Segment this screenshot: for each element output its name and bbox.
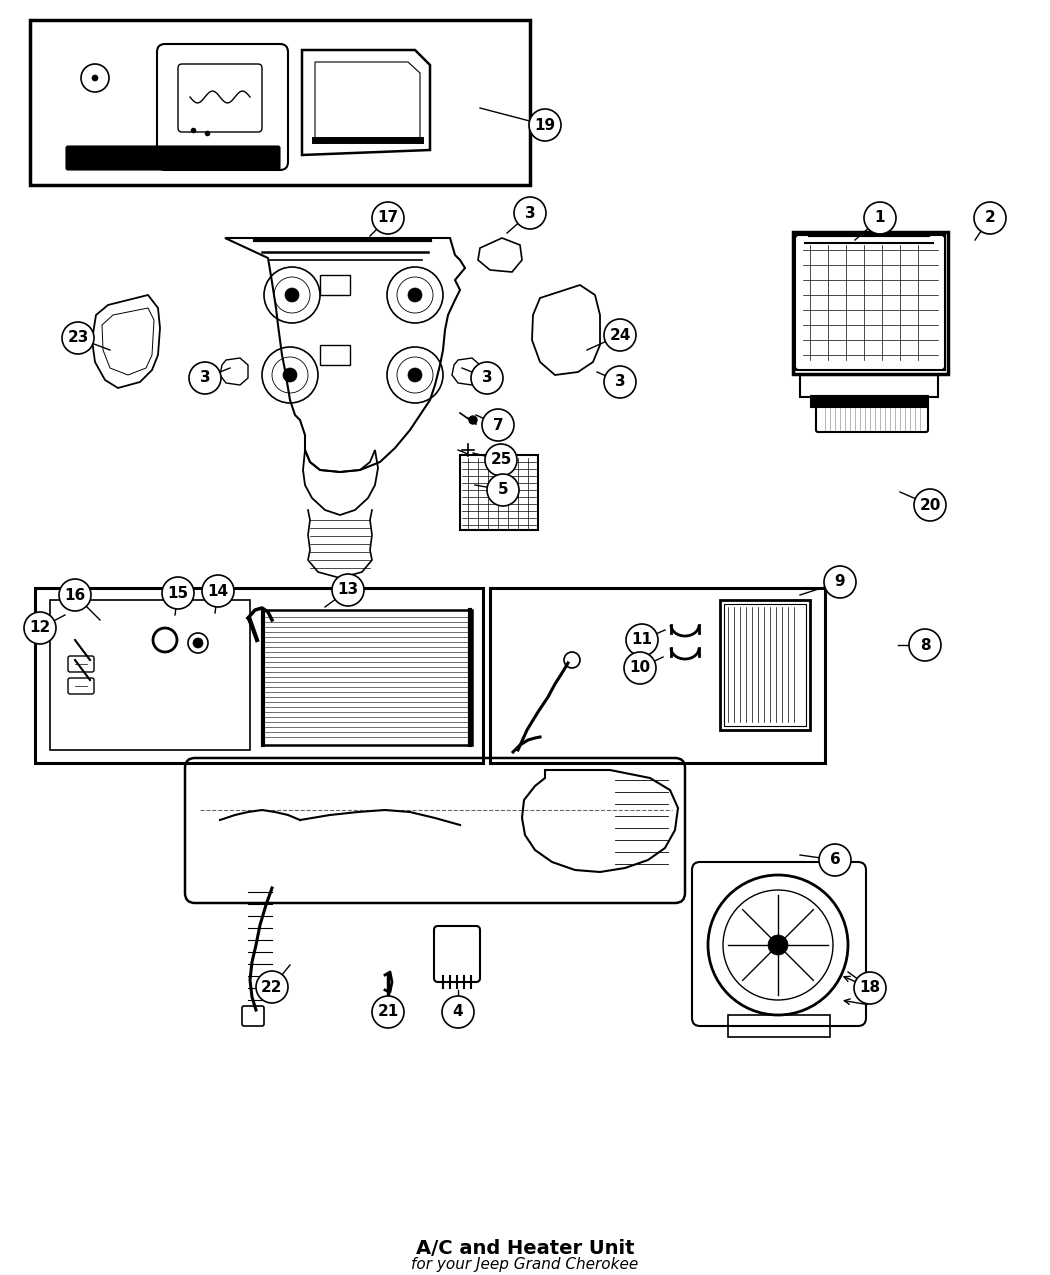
Circle shape — [332, 574, 364, 606]
Text: 8: 8 — [920, 638, 930, 653]
Circle shape — [193, 638, 203, 648]
Bar — [800, 375, 938, 397]
Circle shape — [471, 362, 503, 394]
Text: 7: 7 — [492, 417, 503, 432]
Bar — [30, 20, 530, 185]
Text: A/C and Heater Unit: A/C and Heater Unit — [416, 1239, 634, 1258]
Circle shape — [189, 362, 220, 394]
Bar — [795, 235, 945, 370]
Circle shape — [372, 201, 404, 235]
Circle shape — [909, 629, 941, 660]
Text: 13: 13 — [337, 583, 358, 598]
Bar — [724, 604, 806, 725]
Text: 21: 21 — [377, 1005, 399, 1020]
Text: 25: 25 — [490, 453, 511, 468]
Text: 17: 17 — [377, 210, 399, 226]
Circle shape — [626, 623, 658, 657]
Text: 14: 14 — [208, 584, 229, 598]
Text: 11: 11 — [631, 632, 652, 648]
Text: 4: 4 — [453, 1005, 463, 1020]
Bar — [490, 588, 825, 762]
Text: 3: 3 — [614, 375, 626, 389]
Circle shape — [914, 490, 946, 521]
Circle shape — [162, 578, 194, 609]
Text: 22: 22 — [261, 979, 282, 995]
Circle shape — [24, 612, 56, 644]
Circle shape — [514, 198, 546, 230]
Bar — [793, 232, 948, 374]
Circle shape — [819, 844, 850, 876]
Text: 3: 3 — [200, 371, 210, 385]
FancyBboxPatch shape — [434, 926, 480, 982]
Text: 9: 9 — [835, 575, 845, 589]
Bar — [810, 395, 928, 407]
Text: 20: 20 — [920, 497, 941, 513]
FancyBboxPatch shape — [66, 147, 280, 170]
Bar — [460, 455, 538, 530]
Bar — [720, 601, 810, 731]
Circle shape — [256, 972, 288, 1003]
Text: 15: 15 — [167, 585, 189, 601]
Circle shape — [604, 366, 636, 398]
Circle shape — [864, 201, 896, 235]
Text: 18: 18 — [860, 980, 881, 996]
Text: 23: 23 — [67, 330, 88, 346]
Circle shape — [202, 575, 234, 607]
Text: 19: 19 — [534, 117, 555, 133]
Circle shape — [59, 579, 91, 611]
Circle shape — [469, 416, 477, 425]
Text: 16: 16 — [64, 588, 86, 603]
Circle shape — [824, 566, 856, 598]
Text: 3: 3 — [482, 371, 492, 385]
Circle shape — [62, 323, 94, 354]
Text: 2: 2 — [985, 210, 995, 226]
Circle shape — [632, 652, 642, 662]
Circle shape — [604, 319, 636, 351]
Bar — [728, 1015, 830, 1037]
Circle shape — [285, 288, 299, 302]
Bar — [35, 588, 483, 762]
Text: 1: 1 — [875, 210, 885, 226]
Circle shape — [92, 75, 98, 82]
Text: for your Jeep Grand Cherokee: for your Jeep Grand Cherokee — [412, 1257, 638, 1272]
Circle shape — [974, 201, 1006, 235]
Bar — [320, 275, 350, 295]
Circle shape — [482, 409, 514, 441]
Circle shape — [284, 368, 297, 382]
Circle shape — [372, 996, 404, 1028]
Text: 12: 12 — [29, 621, 50, 635]
Text: 3: 3 — [525, 205, 536, 221]
Circle shape — [485, 444, 517, 476]
Circle shape — [768, 935, 788, 955]
Circle shape — [408, 368, 422, 382]
Bar — [50, 601, 250, 750]
Circle shape — [487, 474, 519, 506]
Bar — [320, 346, 350, 365]
Circle shape — [632, 625, 642, 635]
Circle shape — [624, 652, 656, 683]
Circle shape — [442, 996, 474, 1028]
Text: 10: 10 — [629, 660, 651, 676]
Circle shape — [854, 972, 886, 1003]
Text: 6: 6 — [830, 853, 840, 867]
Circle shape — [408, 288, 422, 302]
Text: 24: 24 — [609, 328, 631, 343]
Text: 5: 5 — [498, 482, 508, 497]
Bar — [262, 609, 472, 745]
Circle shape — [529, 108, 561, 142]
